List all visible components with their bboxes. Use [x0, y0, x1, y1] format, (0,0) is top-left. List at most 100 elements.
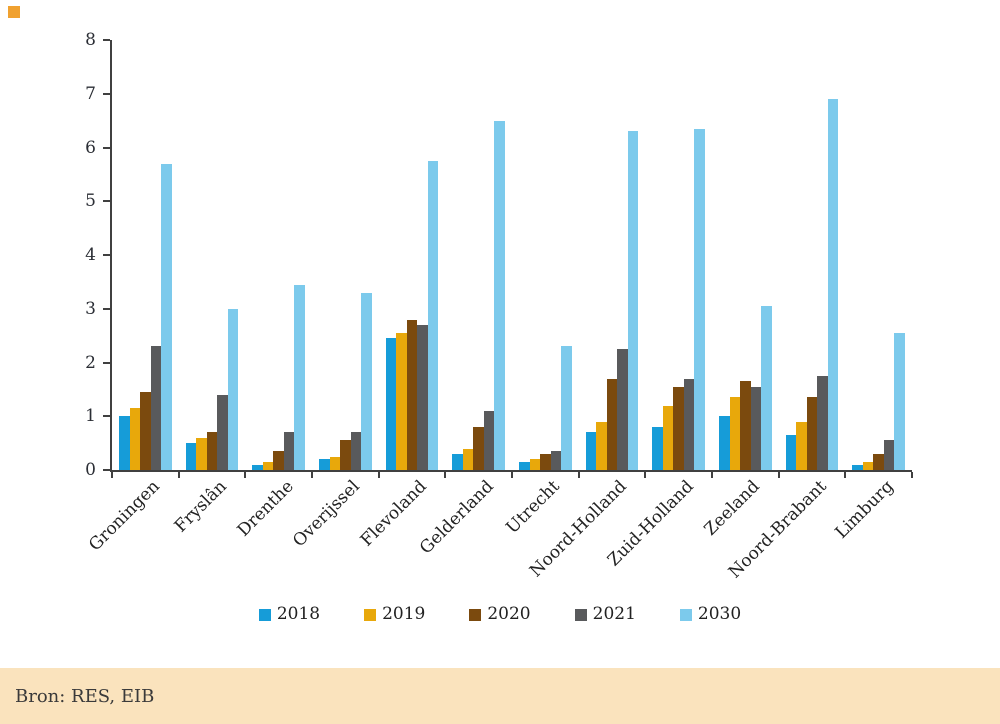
bar-2018-noord-brabant	[785, 435, 797, 470]
bar-chart-plot-area: 0 1 2 3 4 5 6 7 8	[85, 32, 913, 479]
bar-2019-limburg	[862, 461, 874, 470]
bar-2021-zeeland	[750, 386, 762, 470]
legend-swatch-icon	[469, 608, 482, 621]
bar-2019-groningen	[129, 408, 141, 470]
y-axis-tick	[103, 361, 110, 364]
bar-2021-noord-holland	[617, 349, 628, 470]
bar-2021-noord-brabant	[817, 375, 828, 470]
y-axis-label: 8	[85, 30, 96, 50]
y-axis-tick	[103, 415, 110, 418]
bar-2018-zuid-holland	[652, 427, 663, 470]
bar-2021-drenthe	[283, 432, 295, 470]
legend-label: 2020	[487, 604, 531, 624]
x-axis-tick	[644, 472, 647, 478]
bar-2018-flevoland	[385, 338, 397, 470]
bar-2021-overijssel	[350, 432, 362, 470]
y-axis-label: 3	[85, 298, 96, 319]
bar-2019-noord-holland	[596, 421, 607, 470]
chart-legend: 2018 2019 2020 2021 2030	[0, 606, 1000, 623]
bar-2021-flevoland	[417, 324, 428, 470]
bar-2030-groningen	[161, 163, 172, 470]
y-axis-label: 7	[85, 83, 96, 104]
legend-label: 2030	[697, 604, 742, 624]
bar-2030-zuid-holland	[694, 128, 705, 470]
bar-2019-zeeland	[729, 397, 741, 470]
bar-2018-gelderland	[452, 453, 463, 470]
bar-2019-overijssel	[329, 456, 341, 470]
bar-2030-drenthe	[294, 284, 305, 470]
bar-2030-flevoland	[427, 160, 439, 470]
x-axis-tick	[844, 472, 847, 478]
legend-swatch-icon	[364, 608, 377, 621]
bar-2018-overijssel	[319, 459, 330, 470]
bar-2021-fryslân	[217, 394, 228, 470]
y-axis-label: 6	[85, 137, 96, 158]
bar-2020-overijssel	[340, 440, 351, 470]
y-axis-label: 4	[85, 245, 96, 265]
x-axis-tick	[711, 472, 713, 478]
bar-2020-zeeland	[740, 381, 751, 470]
x-category-label: Drenthe	[233, 476, 298, 541]
y-axis-tick	[103, 469, 110, 471]
y-axis-label: 1	[85, 406, 96, 427]
bar-2030-overijssel	[361, 292, 372, 470]
bar-2030-noord-brabant	[827, 99, 839, 470]
bar-2019-gelderland	[462, 448, 474, 470]
x-axis-tick	[177, 472, 180, 478]
bar-2019-utrecht	[529, 459, 541, 470]
x-axis-tick	[511, 472, 513, 478]
bar-2020-flevoland	[406, 319, 418, 470]
legend-swatch-icon	[574, 608, 587, 621]
legend-label: 2018	[276, 604, 321, 624]
x-axis-tick	[911, 472, 913, 478]
bar-2019-drenthe	[262, 461, 274, 470]
bar-2018-groningen	[119, 416, 130, 470]
y-axis-label: 5	[85, 191, 96, 212]
bar-2020-groningen	[140, 392, 151, 470]
y-axis-tick	[103, 146, 110, 149]
x-category-label: Groningen	[85, 476, 165, 556]
bar-2020-drenthe	[273, 451, 284, 470]
x-category-label: Fryslân	[170, 476, 231, 537]
figure-marker-square	[8, 6, 20, 18]
x-axis-tick	[244, 472, 247, 478]
y-axis-label: 0	[85, 460, 96, 480]
legend-swatch-icon	[258, 608, 271, 621]
bar-2018-fryslân	[185, 443, 197, 470]
bar-2020-limburg	[873, 453, 884, 470]
bar-2021-utrecht	[550, 451, 562, 470]
bar-2021-groningen	[150, 346, 162, 470]
legend-item-2019: 2019	[364, 606, 425, 623]
x-axis-tick	[111, 472, 113, 478]
bar-2018-utrecht	[519, 461, 530, 470]
bar-2030-utrecht	[561, 346, 572, 470]
bar-2019-noord-brabant	[796, 421, 807, 470]
bar-2021-zuid-holland	[683, 378, 695, 470]
x-category-label: Utrecht	[502, 476, 565, 538]
source-label: Bron: RES, EIB	[15, 685, 155, 707]
bar-2020-fryslân	[206, 432, 218, 470]
source-footer: Bron: RES, EIB	[0, 668, 1000, 724]
bar-2018-zeeland	[719, 416, 730, 470]
x-category-label: Zeeland	[700, 476, 765, 540]
bar-2018-drenthe	[252, 464, 263, 470]
legend-item-2030: 2030	[679, 604, 742, 624]
bar-2019-zuid-holland	[662, 405, 674, 470]
y-axis-tick	[103, 200, 110, 203]
bar-2030-limburg	[894, 332, 905, 470]
x-axis-tick	[444, 472, 447, 478]
bar-2030-zeeland	[761, 306, 772, 470]
bar-2030-gelderland	[494, 120, 505, 470]
x-axis-tick	[377, 472, 380, 478]
legend-label: 2021	[592, 604, 636, 624]
y-axis-tick	[103, 92, 110, 95]
legend-label: 2019	[382, 604, 426, 624]
bar-2018-limburg	[852, 464, 863, 470]
legend-item-2018: 2018	[258, 604, 321, 624]
y-axis-label: 2	[85, 352, 96, 373]
x-axis-tick	[311, 472, 313, 478]
bar-2018-noord-holland	[585, 432, 597, 470]
bar-2020-utrecht	[540, 453, 551, 470]
y-axis-tick	[103, 307, 110, 310]
